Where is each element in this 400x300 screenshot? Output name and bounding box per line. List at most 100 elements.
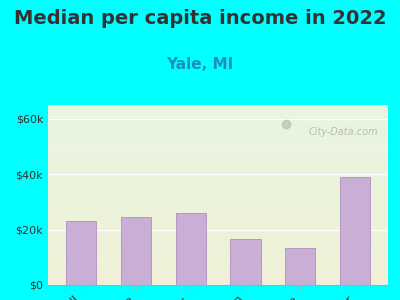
Bar — [48, 110, 388, 111]
Bar — [48, 123, 388, 124]
Bar — [48, 175, 388, 176]
Bar — [48, 119, 388, 120]
Bar — [48, 146, 388, 147]
Bar — [48, 161, 388, 162]
Bar — [48, 133, 388, 134]
Bar — [48, 108, 388, 109]
Bar — [48, 151, 388, 152]
Bar — [48, 251, 388, 252]
Bar — [48, 222, 388, 223]
Bar — [48, 188, 388, 189]
Bar — [48, 189, 388, 190]
Bar — [48, 121, 388, 122]
Bar — [176, 213, 206, 285]
Bar — [48, 129, 388, 130]
Bar — [48, 114, 388, 115]
Bar — [48, 152, 388, 153]
Bar — [48, 254, 388, 255]
Text: Yale, MI: Yale, MI — [166, 57, 234, 72]
Bar — [48, 238, 388, 239]
Bar — [48, 264, 388, 265]
Bar — [48, 132, 388, 133]
Bar — [48, 139, 388, 140]
Bar — [48, 213, 388, 214]
Bar — [48, 168, 388, 169]
Bar — [48, 180, 388, 181]
Bar — [48, 164, 388, 165]
Bar — [48, 177, 388, 178]
Bar — [48, 130, 388, 131]
Bar — [48, 237, 388, 238]
Bar — [48, 126, 388, 127]
Bar — [48, 173, 388, 174]
Bar — [48, 257, 388, 258]
Bar — [48, 268, 388, 269]
Bar — [48, 171, 388, 172]
Bar — [48, 147, 388, 148]
Bar — [48, 282, 388, 283]
Bar — [48, 261, 388, 262]
Bar — [48, 158, 388, 159]
Bar — [48, 231, 388, 232]
Bar — [48, 216, 388, 217]
Bar — [48, 218, 388, 219]
Bar — [48, 194, 388, 195]
Bar — [48, 259, 388, 260]
Bar — [48, 162, 388, 163]
Bar — [48, 265, 388, 266]
Bar — [48, 206, 388, 207]
Bar — [121, 217, 151, 285]
Bar — [48, 202, 388, 203]
Bar — [48, 230, 388, 231]
Bar — [48, 244, 388, 245]
Bar — [48, 281, 388, 282]
Bar — [48, 210, 388, 211]
Bar — [48, 280, 388, 281]
Bar — [48, 271, 388, 272]
Bar — [48, 211, 388, 212]
Bar — [48, 245, 388, 246]
Bar — [48, 199, 388, 200]
Bar — [48, 113, 388, 114]
Bar — [48, 122, 388, 123]
Bar — [48, 204, 388, 205]
Bar — [48, 156, 388, 157]
Bar — [48, 274, 388, 275]
Bar — [48, 260, 388, 261]
Bar — [48, 243, 388, 244]
Bar — [48, 128, 388, 129]
Bar — [48, 106, 388, 107]
Bar — [48, 246, 388, 247]
Bar — [48, 195, 388, 196]
Text: City-Data.com: City-Data.com — [308, 127, 378, 136]
Bar — [48, 149, 388, 150]
Bar — [48, 143, 388, 144]
Bar — [48, 134, 388, 135]
Bar — [48, 209, 388, 210]
Bar — [48, 253, 388, 254]
Bar — [48, 118, 388, 119]
Bar — [48, 198, 388, 199]
Bar — [340, 177, 370, 285]
Bar — [48, 278, 388, 279]
Bar — [48, 227, 388, 228]
Bar — [48, 228, 388, 229]
Bar — [48, 193, 388, 194]
Bar — [48, 249, 388, 250]
Bar — [48, 208, 388, 209]
Bar — [48, 127, 388, 128]
Bar — [48, 136, 388, 137]
Bar — [48, 190, 388, 191]
Bar — [48, 247, 388, 248]
Bar — [48, 137, 388, 138]
Bar — [48, 182, 388, 183]
Bar — [48, 250, 388, 251]
Bar — [48, 239, 388, 240]
Bar — [48, 163, 388, 164]
Bar — [48, 277, 388, 278]
Bar — [48, 267, 388, 268]
Text: Median per capita income in 2022: Median per capita income in 2022 — [14, 9, 386, 28]
Bar — [48, 212, 388, 213]
Bar — [48, 269, 388, 270]
Bar — [48, 276, 388, 277]
